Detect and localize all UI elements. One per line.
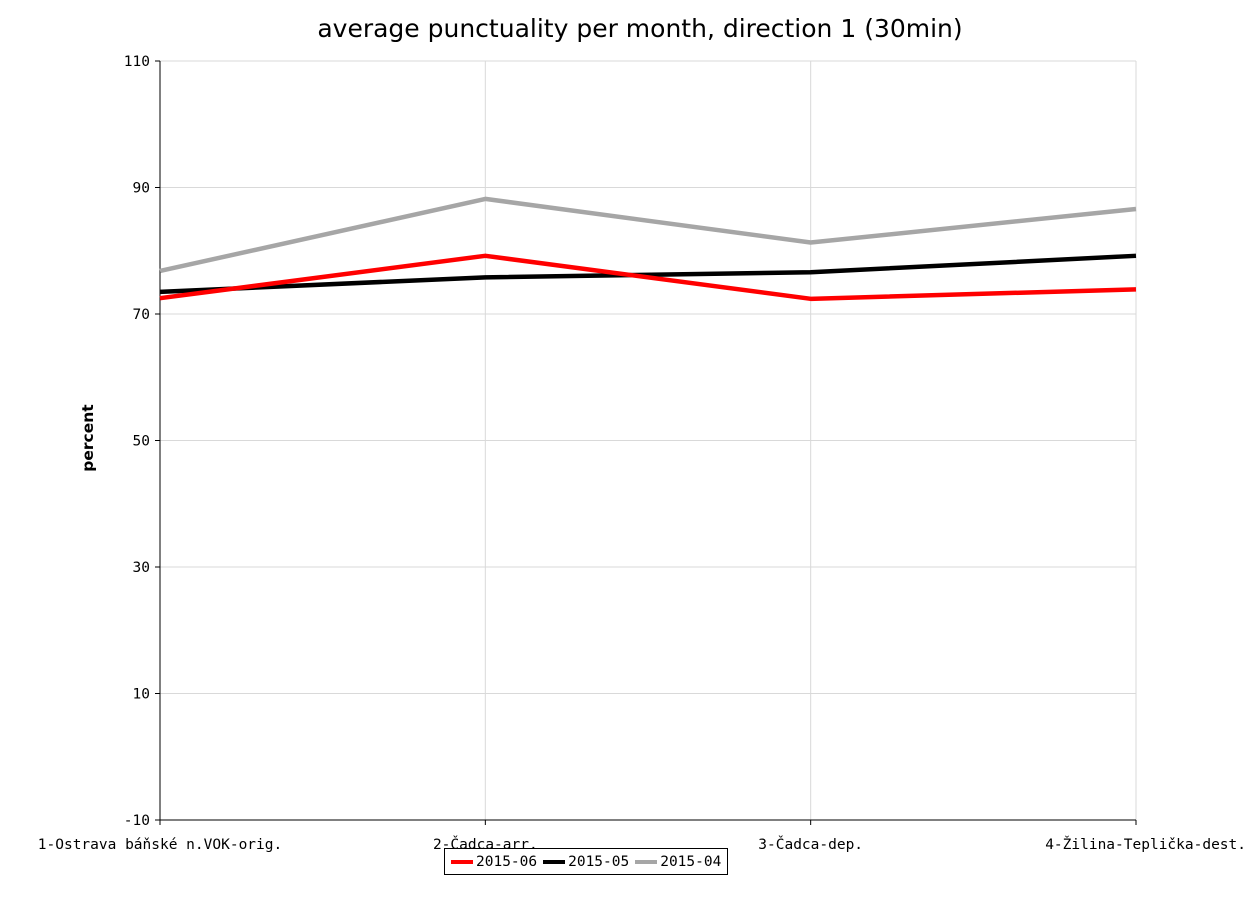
label-layer: 110 90 70 50 30 10 -10 1-Ostrava báňské n.VOK-o… (38, 54, 1246, 853)
y-tick-label: 70 (133, 307, 150, 323)
x-tick-label: 3-Čadca-dep. (758, 835, 863, 853)
series-line-2015-05 (159, 253, 1137, 295)
y-tick-label: 10 (133, 687, 150, 703)
legend-item: 2015-06 (451, 854, 537, 870)
legend-item: 2015-05 (543, 854, 629, 870)
legend-label: 2015-06 (476, 853, 538, 870)
y-tick-label: -10 (124, 813, 150, 829)
y-tick-label: 90 (133, 181, 150, 197)
grid-layer (160, 60, 1137, 821)
y-tick-label: 30 (133, 560, 150, 576)
series-layer (159, 196, 1137, 302)
series-line-2015-04 (159, 196, 1137, 274)
legend-swatch (543, 859, 566, 864)
series-line-2015-06 (159, 253, 1137, 302)
x-tick-label: 1-Ostrava báňské n.VOK-orig. (38, 837, 282, 853)
legend-label: 2015-04 (660, 853, 722, 870)
y-tick-label: 110 (124, 54, 150, 70)
y-tick-label: 50 (133, 434, 150, 450)
legend-swatch (451, 859, 473, 864)
legend-swatch (635, 859, 658, 864)
y-axis-label: percent (79, 404, 97, 472)
legend-label: 2015-05 (568, 853, 630, 870)
x-tick-label: 4-Žilina-Teplička-dest. (1045, 835, 1246, 853)
legend: 2015-06 2015-05 2015-04 (444, 848, 729, 875)
chart-title: average punctuality per month, direction… (317, 14, 963, 43)
legend-item: 2015-04 (635, 854, 721, 870)
axis-layer (155, 60, 1137, 825)
